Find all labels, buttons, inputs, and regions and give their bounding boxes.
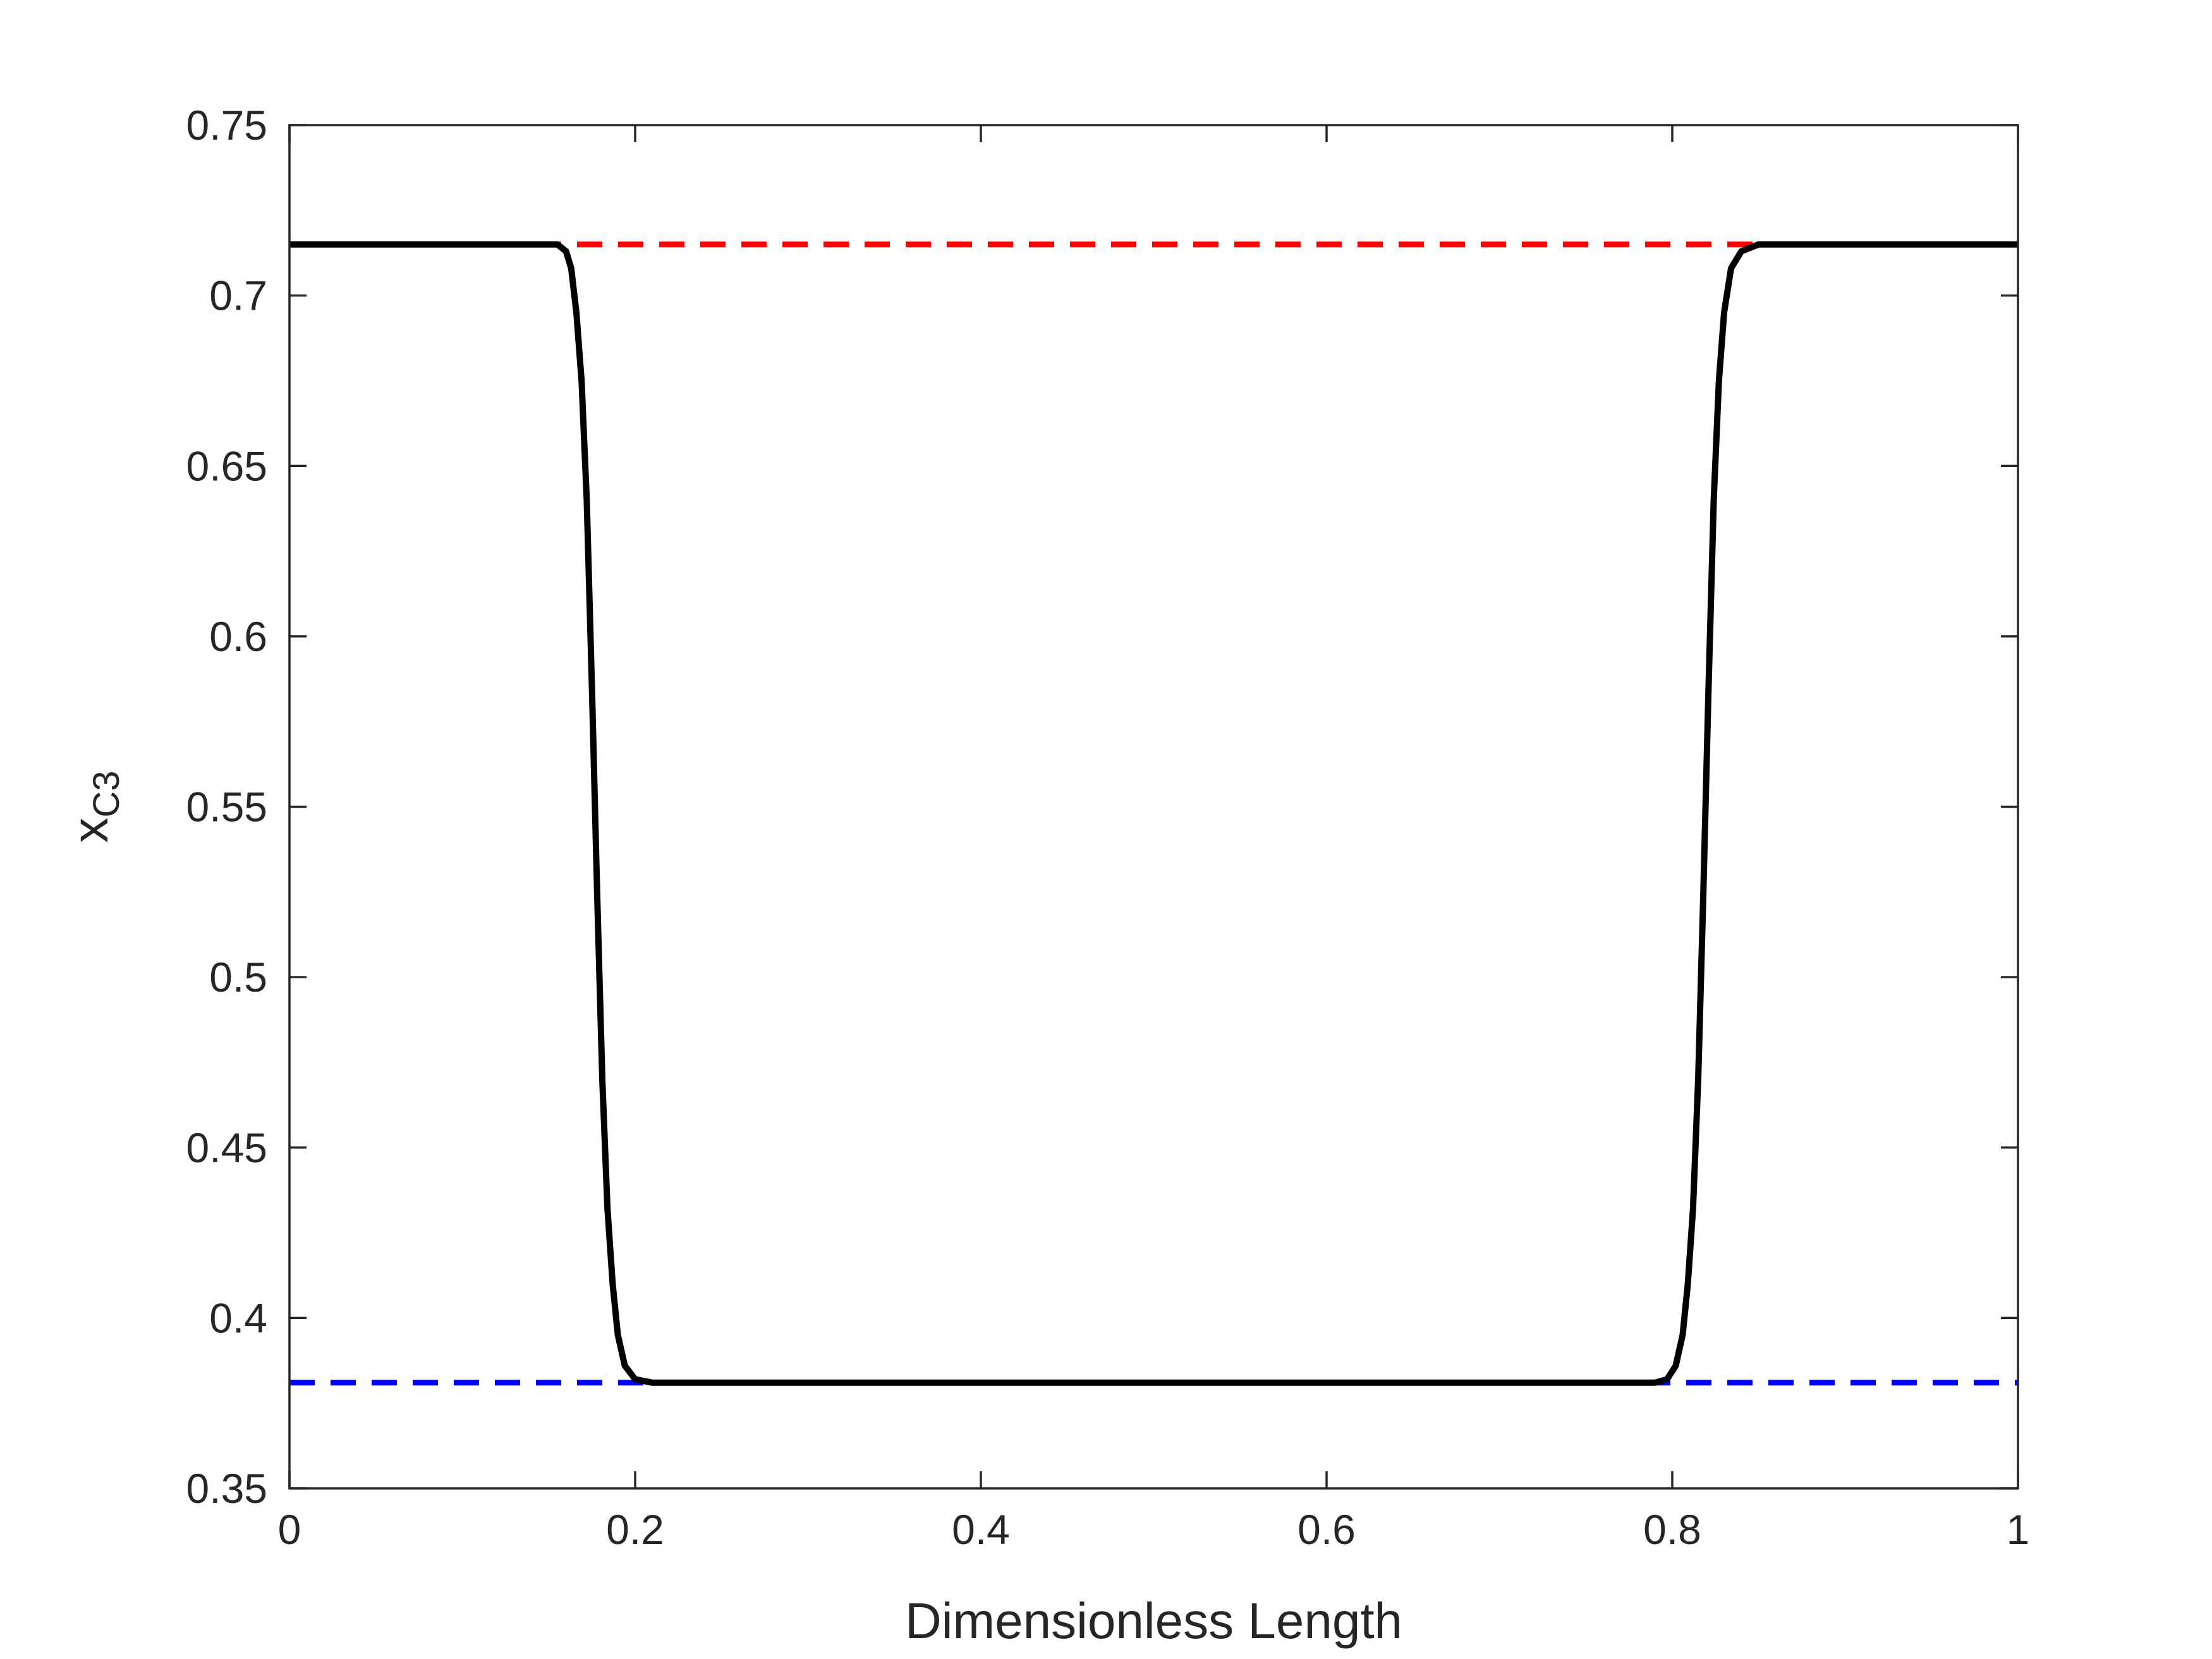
series-line-solid <box>289 241 2018 1386</box>
x-tick-label: 0.6 <box>1297 1506 1356 1553</box>
x-tick-label: 0.2 <box>606 1506 664 1553</box>
y-axis-label: xC3 <box>62 770 127 842</box>
x-tick-labels: 0 0.2 0.4 0.6 0.8 1 <box>278 1506 2030 1553</box>
y-tick-label: 0.75 <box>186 102 267 149</box>
y-tick-label: 0.5 <box>209 954 267 1000</box>
plot-area <box>289 125 2018 1488</box>
x-tick-label: 0 <box>278 1506 301 1553</box>
y-tick-label: 0.7 <box>209 272 267 319</box>
x-tick-label: 0.4 <box>952 1506 1010 1553</box>
x-tick-label: 0.8 <box>1643 1506 1701 1553</box>
x-tick-label: 1 <box>2007 1506 2030 1553</box>
x-axis-label: Dimensionless Length <box>905 1593 1402 1649</box>
y-tick-label: 0.6 <box>209 613 267 660</box>
y-axis-label-subscript: C3 <box>86 770 127 817</box>
y-tick-label: 0.4 <box>209 1294 267 1341</box>
y-tick-labels: 0.35 0.4 0.45 0.5 0.55 0.6 0.65 0.7 0.75 <box>186 102 267 1512</box>
y-tick-label: 0.35 <box>186 1465 267 1512</box>
y-tick-label: 0.45 <box>186 1124 267 1171</box>
axes-box <box>288 124 2019 1490</box>
series-layer <box>289 241 2018 1386</box>
y-tick-label: 0.55 <box>186 784 267 830</box>
y-tick-label: 0.65 <box>186 442 267 489</box>
y-axis-label-main: x <box>62 818 118 843</box>
